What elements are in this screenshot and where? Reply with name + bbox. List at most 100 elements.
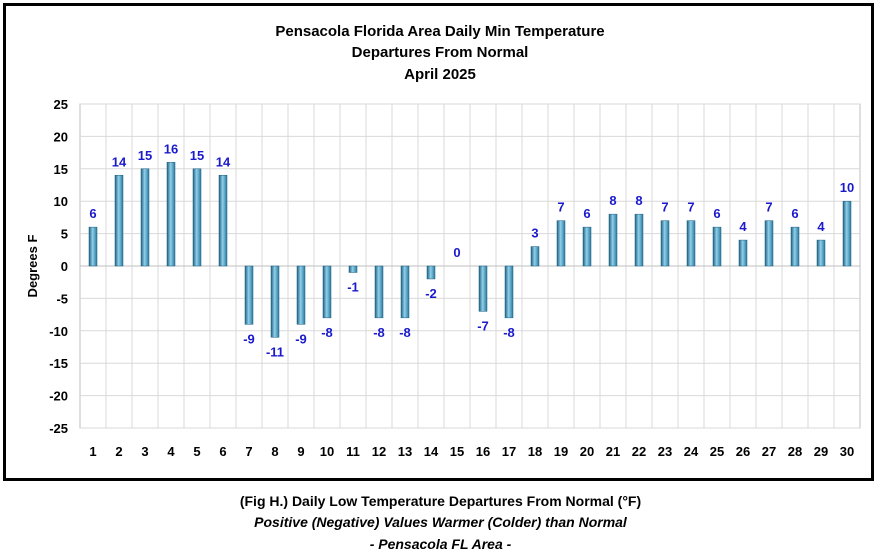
y-tick-label: 10 bbox=[54, 194, 68, 209]
data-label: 6 bbox=[791, 206, 798, 221]
data-label: 8 bbox=[635, 193, 642, 208]
bar bbox=[530, 246, 540, 267]
bar bbox=[478, 265, 488, 312]
data-label: 4 bbox=[817, 219, 825, 234]
bar bbox=[556, 220, 566, 267]
data-label: -11 bbox=[266, 344, 284, 359]
bar bbox=[582, 226, 592, 267]
y-tick-label: 20 bbox=[54, 129, 68, 144]
data-label: 7 bbox=[765, 200, 772, 215]
x-tick-label: 2 bbox=[115, 444, 122, 459]
data-label: -9 bbox=[243, 331, 255, 346]
x-tick-label: 27 bbox=[762, 444, 776, 459]
data-label: -8 bbox=[399, 325, 411, 340]
data-label: 14 bbox=[112, 154, 127, 169]
x-tick-label: 29 bbox=[814, 444, 828, 459]
x-tick-label: 19 bbox=[554, 444, 568, 459]
data-label: 16 bbox=[164, 141, 178, 156]
y-tick-label: 0 bbox=[61, 259, 68, 274]
x-tick-label: 24 bbox=[684, 444, 699, 459]
bar bbox=[192, 168, 202, 267]
data-label: 10 bbox=[840, 180, 854, 195]
bar bbox=[140, 168, 150, 267]
y-tick-label: -15 bbox=[49, 356, 68, 371]
y-axis-label: Degrees F bbox=[25, 235, 40, 298]
y-tick-label: -10 bbox=[49, 324, 68, 339]
bar bbox=[114, 175, 124, 267]
x-tick-label: 18 bbox=[528, 444, 542, 459]
x-tick-label: 20 bbox=[580, 444, 594, 459]
plot-area: 2520151050-5-10-15-20-256114215316415514… bbox=[49, 97, 861, 459]
chart-title-line-2: Departures From Normal bbox=[352, 44, 529, 61]
x-tick-label: 28 bbox=[788, 444, 802, 459]
data-label: -7 bbox=[477, 318, 489, 333]
x-tick-label: 8 bbox=[271, 444, 278, 459]
x-tick-label: 3 bbox=[141, 444, 148, 459]
x-tick-label: 5 bbox=[193, 444, 200, 459]
x-tick-label: 30 bbox=[840, 444, 854, 459]
bar bbox=[816, 239, 826, 267]
caption-line-3: - Pensacola FL Area - bbox=[369, 536, 512, 552]
chart: Pensacola Florida Area Daily Min Tempera… bbox=[25, 23, 861, 459]
chart-title-line-1: Pensacola Florida Area Daily Min Tempera… bbox=[275, 23, 604, 40]
bar bbox=[764, 220, 774, 267]
bar bbox=[738, 239, 748, 267]
bar bbox=[660, 220, 670, 267]
bar bbox=[426, 265, 436, 280]
y-tick-label: -25 bbox=[49, 421, 68, 436]
data-label: 6 bbox=[89, 206, 96, 221]
data-label: -1 bbox=[347, 279, 359, 294]
bar bbox=[634, 213, 644, 267]
data-label: 7 bbox=[687, 200, 694, 215]
x-tick-label: 13 bbox=[398, 444, 412, 459]
x-tick-label: 25 bbox=[710, 444, 724, 459]
bar bbox=[348, 265, 358, 273]
bar bbox=[608, 213, 618, 267]
x-tick-label: 4 bbox=[167, 444, 175, 459]
x-tick-label: 11 bbox=[346, 444, 360, 459]
y-tick-label: 15 bbox=[54, 162, 68, 177]
chart-title-line-3: April 2025 bbox=[404, 66, 476, 83]
bar bbox=[296, 265, 306, 325]
bar bbox=[322, 265, 332, 319]
data-label: 4 bbox=[739, 219, 747, 234]
data-label: 3 bbox=[531, 226, 538, 241]
x-tick-label: 7 bbox=[245, 444, 252, 459]
bar bbox=[218, 175, 228, 267]
x-tick-label: 21 bbox=[606, 444, 620, 459]
x-tick-label: 6 bbox=[219, 444, 226, 459]
bar bbox=[400, 265, 410, 319]
x-tick-label: 1 bbox=[89, 444, 96, 459]
x-tick-label: 26 bbox=[736, 444, 750, 459]
x-tick-label: 9 bbox=[297, 444, 304, 459]
x-tick-label: 22 bbox=[632, 444, 646, 459]
data-label: 7 bbox=[557, 200, 564, 215]
bar bbox=[504, 265, 514, 319]
bar bbox=[686, 220, 696, 267]
data-label: 15 bbox=[138, 148, 152, 163]
bar bbox=[790, 226, 800, 267]
bar bbox=[166, 162, 176, 267]
y-tick-label: -5 bbox=[56, 291, 68, 306]
data-label: -8 bbox=[373, 325, 385, 340]
caption-line-2: Positive (Negative) Values Warmer (Colde… bbox=[254, 514, 627, 530]
bar bbox=[244, 265, 254, 325]
caption-line-1: (Fig H.) Daily Low Temperature Departure… bbox=[239, 493, 642, 509]
x-tick-label: 14 bbox=[424, 444, 439, 459]
x-tick-label: 17 bbox=[502, 444, 516, 459]
bar bbox=[842, 200, 852, 267]
x-tick-label: 23 bbox=[658, 444, 672, 459]
data-label: 6 bbox=[713, 206, 720, 221]
data-label: -9 bbox=[295, 331, 307, 346]
x-tick-label: 10 bbox=[320, 444, 334, 459]
data-label: 0 bbox=[453, 245, 460, 260]
data-label: 6 bbox=[583, 206, 590, 221]
y-tick-label: 5 bbox=[61, 227, 68, 242]
data-label: -2 bbox=[425, 286, 437, 301]
y-tick-label: 25 bbox=[54, 97, 68, 112]
x-tick-label: 15 bbox=[450, 444, 464, 459]
data-label: 14 bbox=[216, 154, 231, 169]
data-label: 7 bbox=[661, 200, 668, 215]
x-tick-label: 12 bbox=[372, 444, 386, 459]
bar bbox=[88, 226, 98, 267]
